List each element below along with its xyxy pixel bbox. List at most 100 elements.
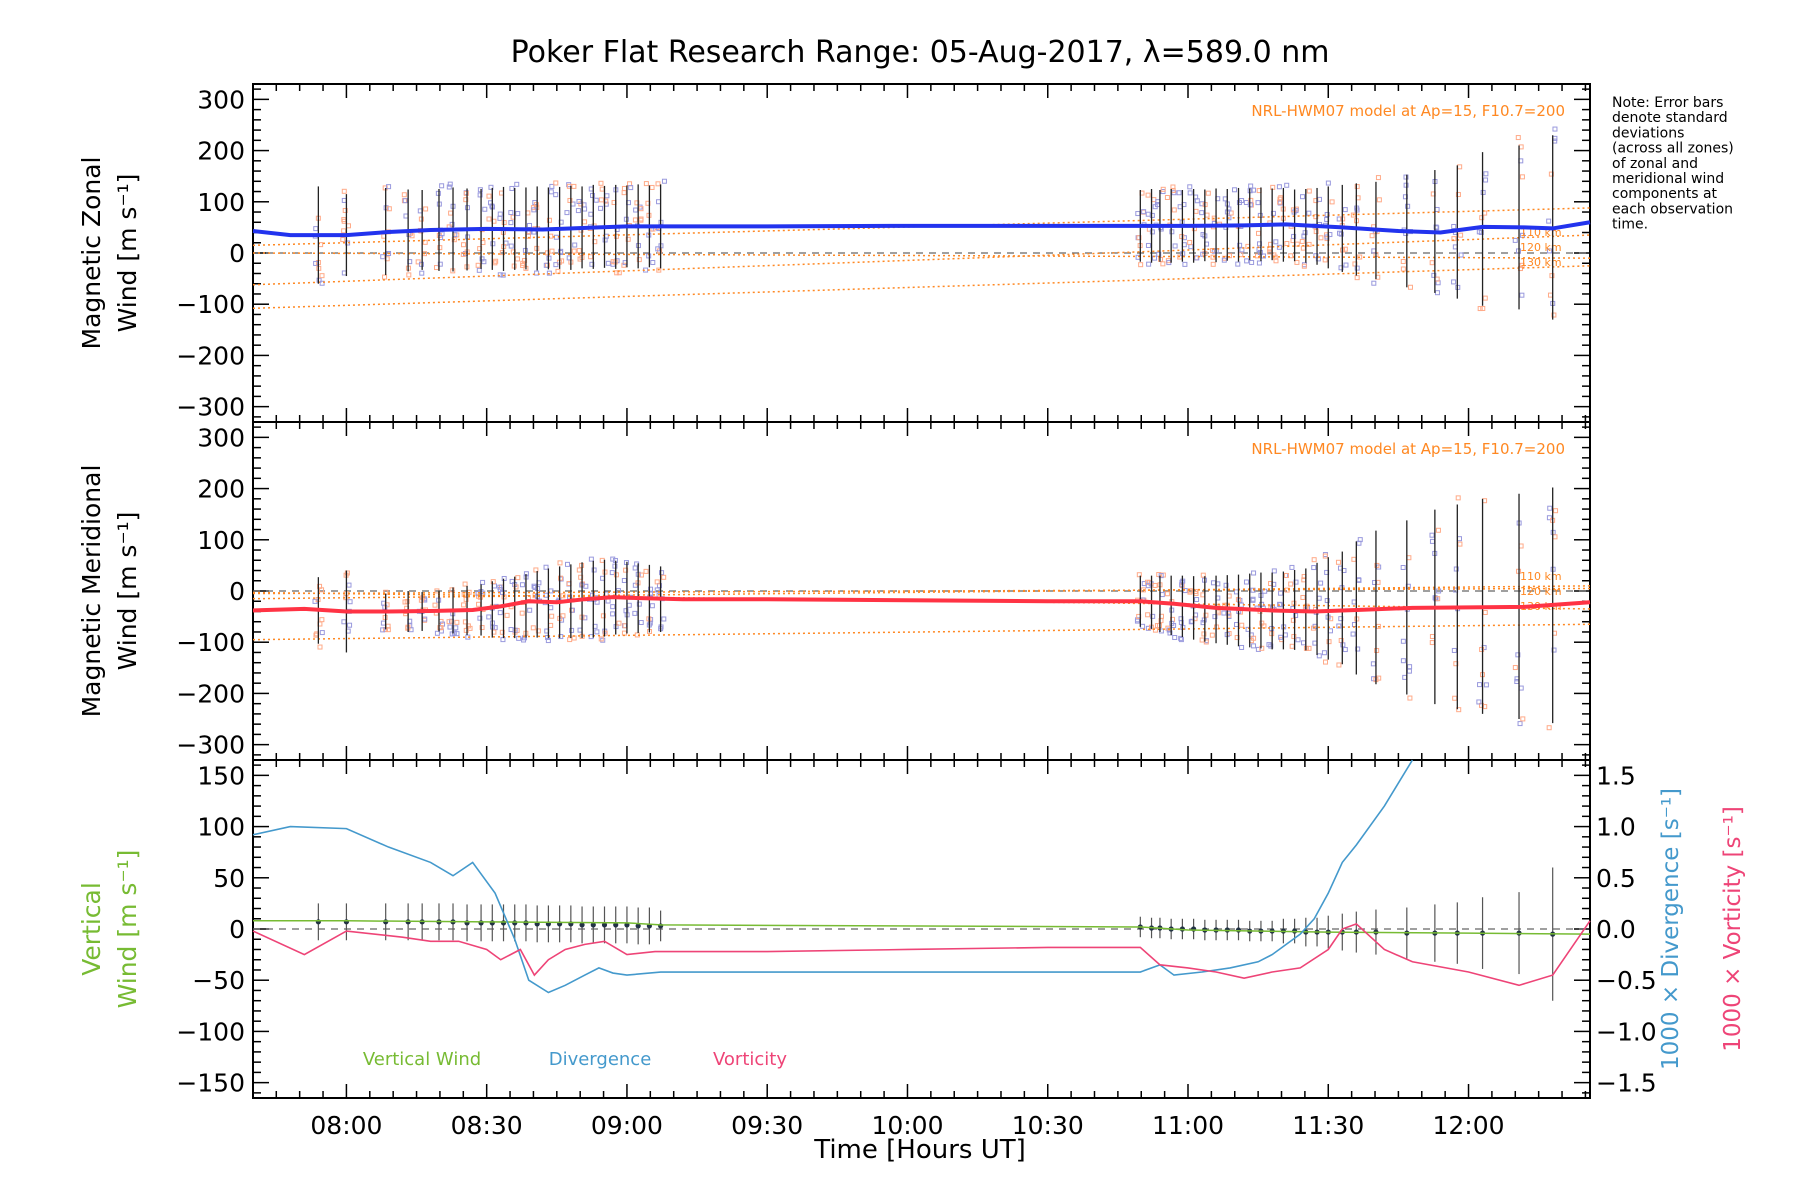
zone-point [1290,207,1296,213]
zone-point [599,186,605,192]
zone-point [380,620,386,626]
zone-point [1355,646,1361,652]
zone-point [1170,184,1176,190]
y2-tick-label: −0.5 [1596,966,1657,995]
zone-point [1518,144,1524,150]
zone-point [515,211,521,217]
zone-point [1250,587,1256,593]
model-line-label: 120 km [1520,241,1562,254]
zone-point [1239,644,1245,650]
zone-point [1552,534,1558,540]
x-tick-label: 09:30 [731,1111,803,1140]
x-tick-label: 08:30 [451,1111,523,1140]
zone-point [610,604,616,610]
zone-point [1294,259,1300,265]
zone-point [514,181,520,187]
zone-point [1311,557,1317,563]
zone-point [582,219,588,225]
zone-point [649,603,655,609]
zone-point [527,607,533,613]
zone-point [1145,192,1151,198]
zone-point [1354,275,1360,281]
zone-point [531,583,537,589]
zone-point [1291,633,1297,639]
zone-point [460,251,466,257]
y-tick-label: −50 [192,966,245,995]
zone-point [1270,210,1276,216]
zone-point [1210,254,1216,260]
zone-point [593,197,599,203]
zone-point [582,615,588,621]
zone-point [1234,635,1240,641]
zone-point [1482,295,1488,301]
zone-point [1145,211,1151,217]
zone-point [549,248,555,254]
zone-point [1313,253,1319,259]
zone-point [1223,582,1229,588]
zone-point [1172,243,1178,249]
note-line: Note: Error bars [1612,95,1723,111]
zone-point [1456,536,1462,542]
zone-point [1400,638,1406,644]
zone-point [1312,640,1318,646]
zone-point [656,199,662,205]
zone-point [1407,695,1413,701]
zone-point [1370,661,1376,667]
y-axis-label-line: Wind [m s⁻¹] [113,512,142,671]
y-axis-label: Vertical Wind [m s⁻¹] [77,850,142,1009]
zone-point [1313,214,1319,220]
zone-point [1169,229,1175,235]
vertical-wind-point [500,920,507,926]
zone-point [1323,659,1329,665]
zone-point [569,627,575,633]
zone-point [519,610,525,616]
zone-point [548,189,554,195]
zone-point [1290,617,1296,623]
zone-point [500,272,506,278]
y-tick-label: −300 [176,393,245,422]
zone-point [1406,555,1412,561]
note-line: each observation [1612,201,1733,217]
y-axis-label-line: Vertical [77,882,106,976]
zone-point [543,564,549,570]
zone-point [1239,198,1245,204]
zone-point [1238,602,1244,608]
zone-point [504,612,510,618]
legend-item: Vorticity [713,1049,787,1070]
zone-point [1251,187,1257,193]
zone-point [565,561,571,567]
zone-point [463,596,469,602]
zone-point [493,258,499,264]
zone-point [1455,192,1461,198]
zone-point [1374,647,1380,653]
zone-point [319,273,325,279]
zone-point [531,207,537,213]
y-tick-label: −100 [176,290,245,319]
zone-point [1203,612,1209,618]
zone-point [1179,234,1185,240]
zone-point [1336,216,1342,222]
zone-point [621,190,627,196]
y-tick-label: 100 [197,813,245,842]
zone-point [1201,631,1207,637]
zone-point [437,261,443,267]
zone-point [1188,244,1194,250]
zone-point [625,236,631,242]
y-axis-label-line: Magnetic Meridional [77,465,106,718]
zone-point [1512,237,1518,243]
zone-point [1187,239,1193,245]
zone-point [342,207,348,213]
zone-point [1210,580,1216,586]
zone-point [486,193,492,199]
zone-point [1232,187,1238,193]
zone-point [1145,612,1151,618]
x-tick-label: 09:00 [591,1111,663,1140]
zone-point [1160,186,1166,192]
zone-point [599,557,605,563]
zone-point [610,556,616,562]
zone-point [553,262,559,268]
zone-point [598,636,604,642]
y2-tick-label: 1.5 [1596,761,1636,790]
zone-point [1429,260,1435,266]
zone-point [1547,505,1553,511]
